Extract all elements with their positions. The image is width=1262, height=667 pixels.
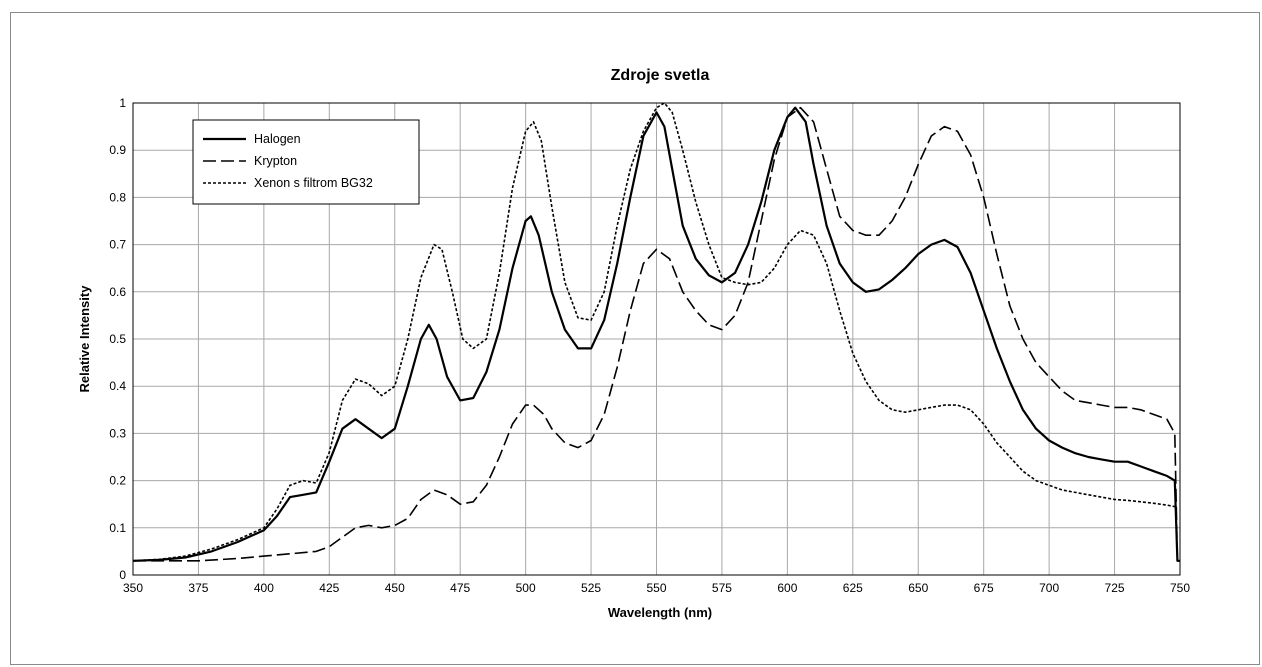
y-tick-label: 0.1 xyxy=(109,521,126,535)
x-tick-label: 725 xyxy=(1105,581,1125,595)
y-axis-title: Relative Intensity xyxy=(77,285,92,393)
series-line-halogen xyxy=(132,106,1180,562)
x-axis-ticks: 350 375 400 425 450 475 500 525 550 575 600 625 650 6… xyxy=(123,581,1190,595)
y-tick-label: 0.5 xyxy=(109,332,126,346)
y-tick-label: 0 xyxy=(119,568,126,582)
x-tick-label: 450 xyxy=(385,581,405,595)
y-tick-label: 0.8 xyxy=(109,190,126,204)
x-tick-label: 700 xyxy=(1039,581,1059,595)
x-tick-label: 525 xyxy=(581,581,601,595)
series-layer xyxy=(132,102,1180,562)
x-tick-label: 400 xyxy=(254,581,274,595)
y-tick-label: 0.2 xyxy=(109,474,126,488)
y-axis-ticks: 0 0.1 0.2 0.3 0.4 0.5 0.6 0.7 0.8 0.9 1 xyxy=(109,96,126,582)
x-tick-label: 350 xyxy=(123,581,143,595)
x-tick-label: 475 xyxy=(450,581,470,595)
x-tick-label: 750 xyxy=(1170,581,1190,595)
chart-title: Zdroje svetla xyxy=(611,67,710,84)
x-tick-label: 650 xyxy=(908,581,928,595)
y-tick-label: 0.9 xyxy=(109,143,126,157)
x-tick-label: 425 xyxy=(319,581,339,595)
y-tick-label: 0.4 xyxy=(109,379,126,393)
y-tick-label: 1 xyxy=(119,96,126,110)
x-tick-label: 600 xyxy=(777,581,797,595)
y-tick-label: 0.7 xyxy=(109,238,126,252)
series-line-xenon xyxy=(132,102,1175,562)
x-tick-label: 375 xyxy=(188,581,208,595)
legend: Halogen Krypton Xenon s filtrom BG32 xyxy=(192,119,420,205)
x-tick-label: 575 xyxy=(712,581,732,595)
legend-label-xenon: Xenon s filtrom BG32 xyxy=(254,176,373,190)
legend-label-krypton: Krypton xyxy=(254,154,297,168)
y-tick-label: 0.6 xyxy=(109,285,126,299)
legend-box xyxy=(192,119,420,205)
x-tick-label: 550 xyxy=(646,581,666,595)
x-tick-label: 625 xyxy=(843,581,863,595)
legend-label-halogen: Halogen xyxy=(254,132,301,146)
x-tick-label: 675 xyxy=(974,581,994,595)
series-line-krypton xyxy=(133,106,1180,562)
x-tick-label: 500 xyxy=(516,581,536,595)
x-axis-title: Wavelength (nm) xyxy=(608,605,712,620)
plot-border xyxy=(132,102,1181,576)
y-tick-label: 0.3 xyxy=(109,426,126,440)
